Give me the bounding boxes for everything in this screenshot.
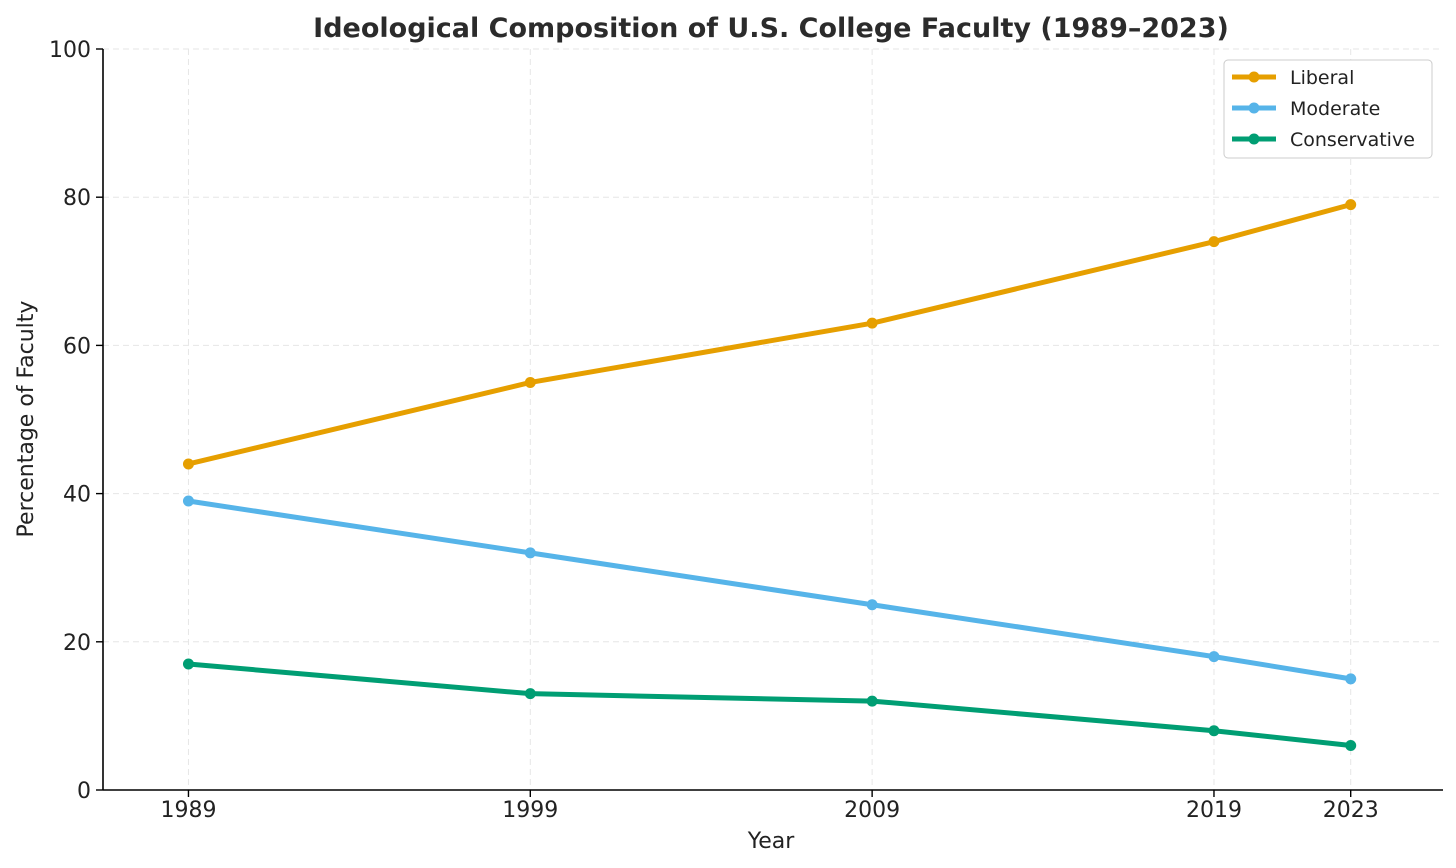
legend-label-moderate: Moderate <box>1290 98 1380 120</box>
data-point-conservative-1989 <box>182 658 194 670</box>
series-line-liberal <box>185 202 1354 467</box>
x-axis-label: Year <box>747 829 796 854</box>
x-tick-label: 2023 <box>1323 798 1379 823</box>
y-tick-label: 0 <box>77 779 91 804</box>
x-tick-label: 2019 <box>1186 798 1242 823</box>
y-tick-label: 100 <box>49 38 91 63</box>
y-tick-label: 80 <box>63 186 91 211</box>
y-ticks: 0 20 40 60 80 100 <box>49 38 103 804</box>
y-tick-label: 40 <box>63 483 91 508</box>
legend-box <box>1223 59 1433 159</box>
data-point-liberal-2009 <box>866 317 878 329</box>
data-point-liberal-1989 <box>182 458 194 470</box>
legend: Liberal Moderate Conservative <box>1223 59 1433 159</box>
data-point-moderate-2019 <box>1208 651 1220 663</box>
x-tick-label: 1989 <box>160 798 216 823</box>
series-line-conservative <box>185 661 1354 749</box>
data-point-moderate-2023 <box>1345 673 1357 685</box>
data-point-moderate-1999 <box>524 547 536 559</box>
y-tick-label: 60 <box>63 334 91 359</box>
chart-title: Ideological Composition of U.S. College … <box>313 13 1229 44</box>
legend-marker-conservative <box>1248 133 1260 145</box>
series-group <box>182 199 1357 752</box>
y-tick-label: 20 <box>63 631 91 656</box>
grid <box>103 48 1443 790</box>
data-point-moderate-1989 <box>182 495 194 507</box>
x-ticks: 1989 1999 2009 2019 2023 <box>160 790 1379 823</box>
data-point-conservative-2009 <box>866 695 878 707</box>
data-point-moderate-2009 <box>866 599 878 611</box>
legend-marker-moderate <box>1248 102 1260 114</box>
legend-label-liberal: Liberal <box>1290 67 1354 89</box>
data-point-conservative-2023 <box>1345 740 1357 752</box>
data-point-conservative-2019 <box>1208 725 1220 737</box>
series-line-moderate <box>185 498 1354 682</box>
x-tick-label: 2009 <box>844 798 900 823</box>
y-axis-label: Percentage of Faculty <box>14 301 39 538</box>
data-point-liberal-1999 <box>524 376 536 388</box>
legend-marker-liberal <box>1248 71 1260 83</box>
x-tick-label: 1999 <box>502 798 558 823</box>
data-point-liberal-2023 <box>1345 199 1357 211</box>
data-point-liberal-2019 <box>1208 236 1220 248</box>
data-point-conservative-1999 <box>524 688 536 700</box>
legend-label-conservative: Conservative <box>1290 129 1415 151</box>
